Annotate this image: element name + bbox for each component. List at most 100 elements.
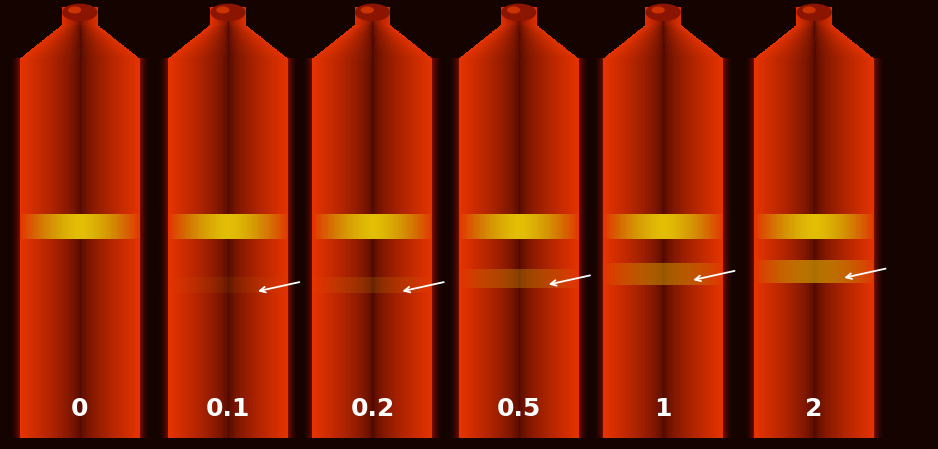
Bar — [650, 58, 651, 438]
Bar — [473, 214, 475, 239]
Bar — [531, 46, 532, 47]
Bar — [672, 214, 673, 239]
Bar — [819, 45, 820, 46]
Bar — [498, 46, 499, 47]
Bar — [657, 38, 658, 39]
Bar — [372, 277, 373, 293]
Bar — [349, 53, 351, 54]
Bar — [50, 35, 51, 36]
Bar — [173, 58, 174, 438]
Bar — [80, 53, 82, 54]
Bar — [272, 48, 274, 49]
Bar — [702, 44, 703, 45]
Bar — [612, 56, 613, 57]
Bar — [100, 41, 101, 42]
Bar — [491, 37, 492, 38]
Bar — [189, 51, 190, 52]
Bar — [820, 37, 821, 38]
Bar — [838, 46, 840, 47]
Bar — [279, 58, 280, 438]
Bar — [469, 53, 470, 54]
Bar — [71, 51, 73, 52]
Bar — [702, 47, 703, 48]
Bar — [835, 34, 836, 35]
Bar — [244, 49, 246, 50]
Bar — [108, 45, 109, 46]
Bar — [759, 214, 760, 239]
Bar — [794, 260, 795, 283]
Bar — [382, 33, 383, 34]
Bar — [539, 51, 541, 52]
Bar — [671, 36, 672, 37]
Bar — [375, 47, 377, 48]
Bar — [348, 52, 350, 53]
Bar — [850, 58, 852, 438]
Bar — [670, 34, 671, 35]
Bar — [219, 48, 220, 49]
Bar — [840, 42, 842, 43]
Bar — [637, 52, 639, 53]
Bar — [247, 45, 249, 46]
Bar — [43, 48, 45, 49]
Bar — [487, 47, 488, 48]
Bar — [499, 38, 500, 39]
Bar — [783, 51, 785, 52]
Bar — [659, 55, 661, 56]
Bar — [856, 49, 858, 50]
Bar — [398, 35, 399, 36]
Bar — [265, 47, 266, 48]
Bar — [385, 47, 386, 48]
Bar — [494, 49, 496, 50]
Bar — [648, 34, 649, 35]
Bar — [678, 38, 679, 39]
Bar — [366, 37, 367, 38]
Bar — [29, 55, 31, 56]
Bar — [690, 40, 692, 41]
Bar — [698, 41, 699, 42]
Bar — [764, 51, 765, 52]
Bar — [61, 48, 62, 49]
Bar — [704, 55, 706, 56]
Bar — [790, 58, 792, 438]
Bar — [394, 277, 395, 293]
Bar — [367, 277, 368, 293]
Bar — [406, 43, 408, 44]
Bar — [104, 37, 105, 38]
Bar — [363, 53, 365, 54]
Bar — [208, 38, 209, 39]
Bar — [488, 58, 489, 438]
Bar — [509, 43, 510, 44]
Bar — [661, 48, 663, 49]
Bar — [189, 58, 190, 438]
Bar — [522, 36, 523, 37]
Bar — [508, 52, 510, 53]
Bar — [242, 48, 244, 49]
Bar — [719, 263, 720, 285]
Bar — [240, 51, 241, 52]
Bar — [685, 36, 686, 37]
Bar — [229, 40, 231, 41]
Bar — [681, 35, 682, 36]
Bar — [208, 42, 209, 43]
Bar — [551, 43, 552, 44]
Bar — [676, 34, 677, 35]
Bar — [76, 56, 78, 57]
Bar — [87, 57, 89, 58]
Bar — [383, 46, 385, 47]
Bar — [396, 53, 398, 54]
Bar — [613, 54, 615, 55]
Bar — [829, 56, 831, 57]
Bar — [270, 214, 271, 239]
Bar — [346, 56, 348, 57]
Bar — [65, 55, 67, 56]
Bar — [317, 58, 318, 438]
Bar — [83, 46, 84, 47]
Bar — [807, 45, 809, 46]
Bar — [218, 38, 219, 39]
Bar — [220, 34, 221, 35]
Bar — [499, 37, 500, 38]
Bar — [561, 214, 562, 239]
Bar — [859, 57, 861, 58]
Bar — [36, 214, 37, 239]
Bar — [413, 52, 415, 53]
